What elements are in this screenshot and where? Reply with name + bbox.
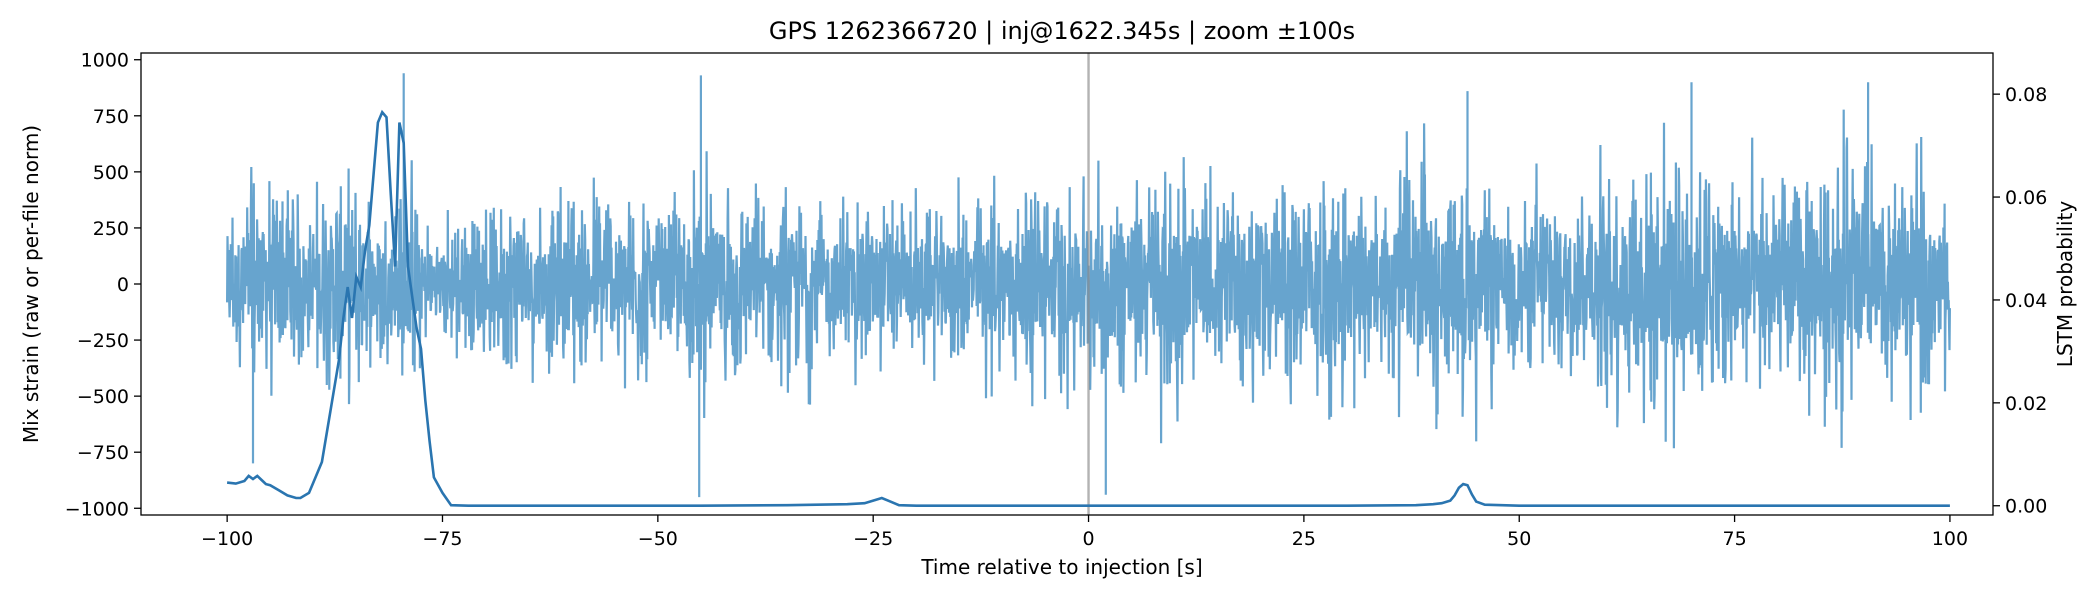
chart-title: GPS 1262366720 | inj@1622.345s | zoom ±1…: [769, 17, 1355, 45]
y-tick-label: 750: [93, 106, 129, 128]
y-tick-label: −750: [77, 442, 129, 464]
x-tick-label: 50: [1507, 528, 1531, 550]
y2-tick-label: 0.06: [2005, 187, 2047, 209]
x-tick-label: −75: [422, 528, 462, 550]
lstm-probability-series: [226, 109, 1950, 507]
y-tick-label: −1000: [65, 498, 129, 520]
x-tick-label: −50: [638, 528, 678, 550]
y-tick-label: 0: [117, 274, 129, 296]
x-tick-label: 25: [1292, 528, 1316, 550]
y-tick-label: −250: [77, 330, 129, 352]
y2-tick-label: 0.04: [2005, 290, 2047, 312]
y2-tick-label: 0.02: [2005, 393, 2047, 415]
axes: −100 −75 −50 −25 0 25 50 75 100−1000−750−500−250…: [65, 50, 2048, 550]
plot-area: [226, 53, 1951, 515]
x-tick-label: 75: [1722, 528, 1746, 550]
y-tick-label: 250: [93, 218, 129, 240]
y-tick-label: −500: [77, 386, 129, 408]
y-axis-label: Mix strain (raw or per-file norm): [19, 125, 43, 443]
x-tick-label: −100: [201, 528, 253, 550]
x-tick-label: 100: [1932, 528, 1968, 550]
x-tick-label: 0: [1082, 528, 1094, 550]
y2-tick-label: 0.00: [2005, 496, 2047, 518]
y-tick-label: 500: [93, 162, 129, 184]
y2-axis-label: LSTM probability: [2053, 201, 2077, 368]
x-tick-label: −25: [853, 528, 893, 550]
y-tick-label: 1000: [81, 50, 129, 72]
x-axis-label: Time relative to injection [s]: [920, 555, 1202, 579]
y2-tick-label: 0.08: [2005, 84, 2047, 106]
